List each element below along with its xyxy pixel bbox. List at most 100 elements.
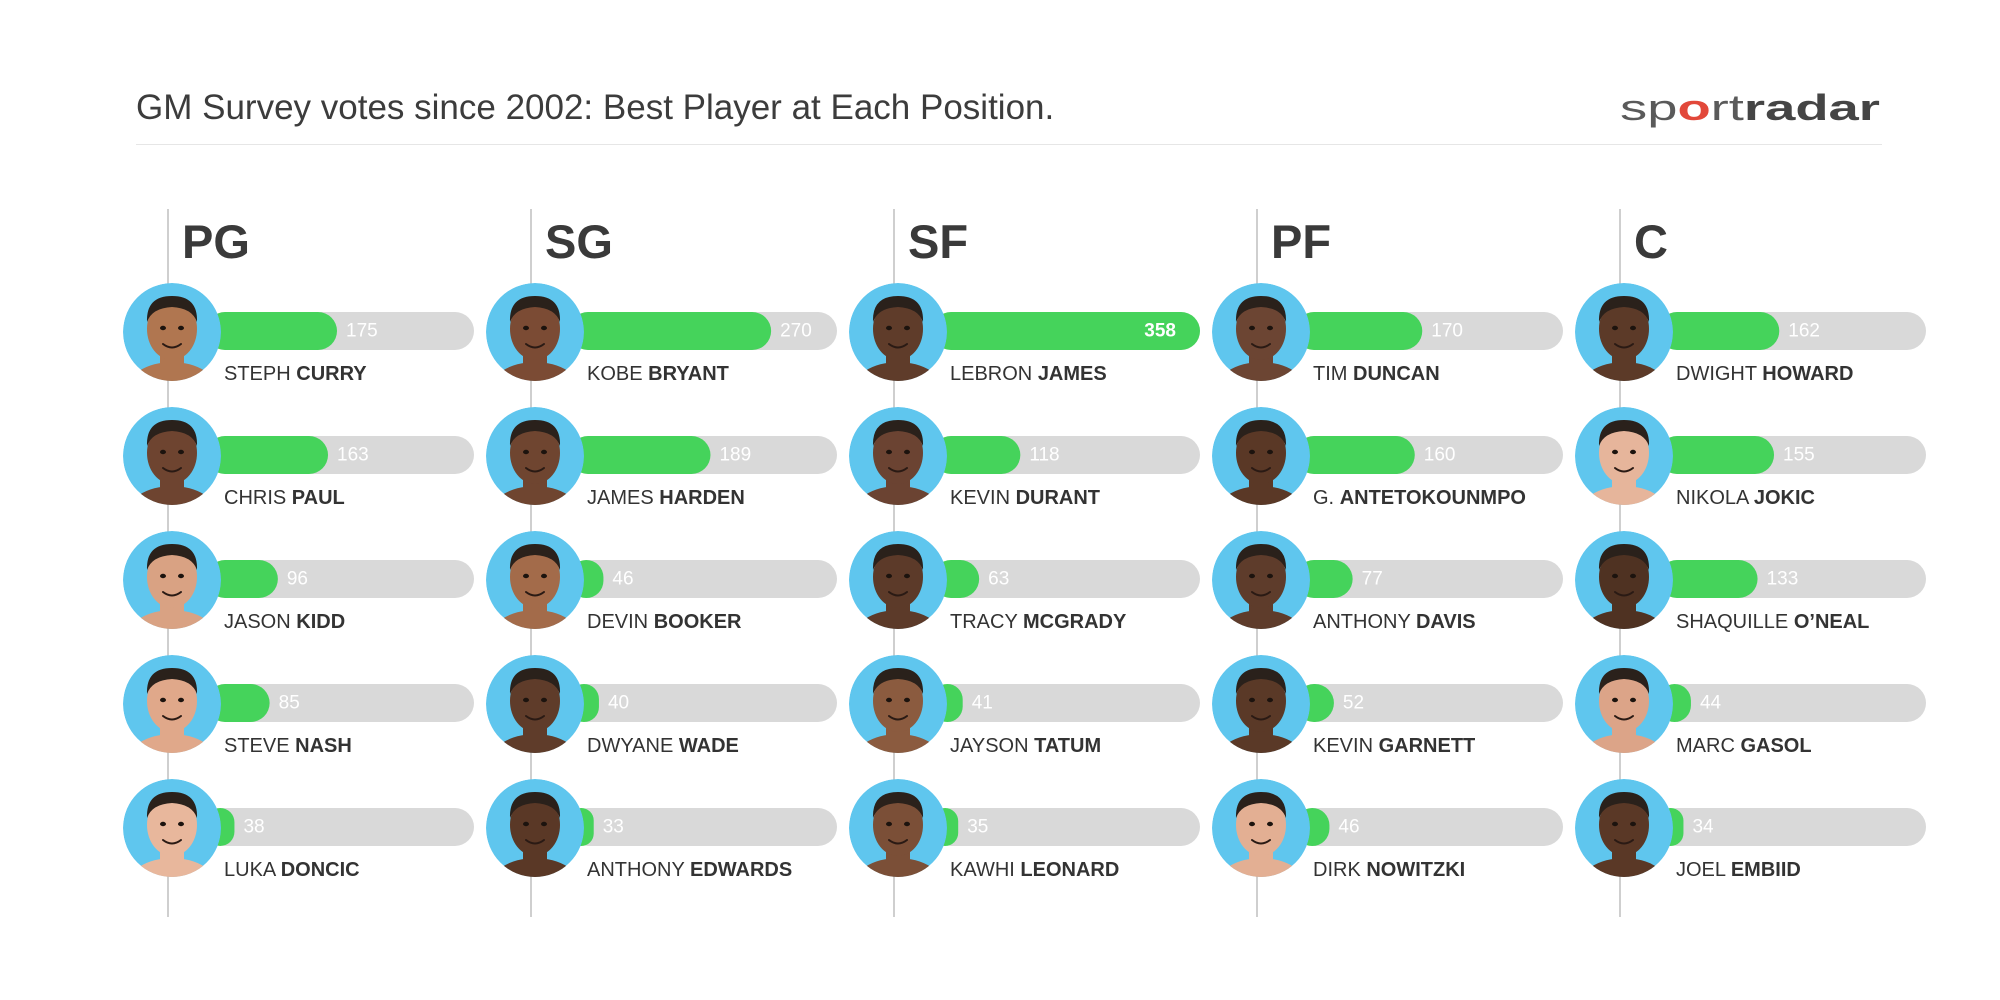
player-head	[1236, 422, 1286, 484]
player-hair	[1235, 792, 1287, 818]
player-hair	[1598, 544, 1650, 570]
player-row: 155 NIKOLA JOKIC	[1575, 407, 1926, 509]
player-head	[147, 422, 197, 484]
player-eye	[904, 821, 910, 827]
bar-fill	[932, 436, 1021, 474]
player-name: CHRIS PAUL	[224, 487, 345, 509]
page-title: GM Survey votes since 2002: Best Player …	[136, 88, 1055, 127]
player-eye	[886, 449, 892, 455]
position-header: SF	[908, 215, 968, 268]
player-first-name: STEPH	[224, 363, 291, 385]
player-hair	[509, 792, 561, 818]
player-eye	[1267, 821, 1273, 827]
player-eye	[1249, 325, 1255, 331]
player-head	[510, 298, 560, 360]
player-last-name: MCGRADY	[1023, 611, 1127, 633]
player-avatar	[849, 283, 947, 381]
player-eye	[1249, 449, 1255, 455]
player-last-name: WADE	[679, 735, 739, 757]
player-mouth	[888, 343, 908, 349]
player-avatar	[1575, 407, 1673, 505]
bar-fill	[569, 436, 711, 474]
player-head	[510, 546, 560, 608]
logo-wordmark: sp o rt radar	[1620, 87, 1880, 128]
player-head	[1599, 422, 1649, 484]
player-first-name: STEVE	[224, 735, 290, 757]
player-row: 270 KOBE BRYANT	[486, 283, 837, 385]
player-first-name: ANTHONY	[587, 859, 684, 881]
player-last-name: JAMES	[1038, 363, 1107, 385]
player-eye	[904, 697, 910, 703]
player-last-name: DONCIC	[281, 859, 360, 881]
bar-fill	[932, 312, 1200, 350]
player-first-name: LEBRON	[950, 363, 1032, 385]
player-eye	[1249, 821, 1255, 827]
vote-label: 38	[243, 817, 264, 838]
player-hair	[146, 420, 198, 446]
player-row: 160 G. ANTETOKOUNMPO	[1212, 407, 1563, 509]
player-hair	[872, 420, 924, 446]
player-avatar	[486, 779, 584, 877]
player-avatar	[1575, 531, 1673, 629]
vote-label: 35	[967, 817, 988, 838]
player-name: LUKA DONCIC	[224, 859, 360, 881]
player-eye	[160, 573, 166, 579]
vote-label: 63	[988, 569, 1009, 590]
player-hair	[509, 668, 561, 694]
position-header: SG	[545, 215, 613, 268]
player-row: 38 LUKA DONCIC	[123, 779, 474, 881]
vote-label: 118	[1029, 445, 1059, 466]
player-mouth	[162, 591, 182, 597]
vote-label: 358	[1144, 321, 1176, 342]
column-pg: PG 175 STEPH CURRY 163 CHRIS PAUL 96 JASON KID…	[123, 209, 474, 917]
player-mouth	[162, 839, 182, 845]
player-eye	[178, 573, 184, 579]
player-mouth	[1251, 591, 1271, 597]
player-avatar	[1575, 655, 1673, 753]
player-mouth	[525, 343, 545, 349]
player-eye	[1612, 573, 1618, 579]
player-eye	[1267, 449, 1273, 455]
player-last-name: DURANT	[1016, 487, 1100, 509]
player-eye	[1249, 697, 1255, 703]
player-avatar	[486, 407, 584, 505]
player-name: LEBRON JAMES	[950, 363, 1107, 385]
player-first-name: DEVIN	[587, 611, 648, 633]
player-last-name: TATUM	[1034, 735, 1101, 757]
player-row: 163 CHRIS PAUL	[123, 407, 474, 509]
player-name: TRACY MCGRADY	[950, 611, 1127, 633]
player-row: 77 ANTHONY DAVIS	[1212, 531, 1563, 633]
player-avatar	[849, 407, 947, 505]
player-head	[1599, 794, 1649, 856]
sportradar-logo: sp o rt radar	[1620, 87, 1880, 128]
bar-track	[1295, 684, 1563, 722]
player-head	[147, 298, 197, 360]
player-first-name: DIRK	[1313, 859, 1361, 881]
player-last-name: EMBIID	[1731, 859, 1801, 881]
player-avatar	[486, 655, 584, 753]
logo-text-rt: rt	[1711, 87, 1744, 128]
player-hair	[872, 296, 924, 322]
vote-label: 163	[337, 445, 369, 466]
player-eye	[541, 573, 547, 579]
bar-fill	[1658, 560, 1758, 598]
player-name: STEVE NASH	[224, 735, 352, 757]
player-head	[1236, 794, 1286, 856]
player-hair	[509, 420, 561, 446]
player-first-name: DWIGHT	[1676, 363, 1757, 385]
player-hair	[146, 296, 198, 322]
bar-fill	[206, 684, 270, 722]
bar-track	[569, 560, 837, 598]
player-hair	[509, 544, 561, 570]
column-c: C 162 DWIGHT HOWARD 155 NIKOLA JOKIC 133 SHAQU…	[1575, 209, 1926, 917]
player-eye	[160, 821, 166, 827]
player-avatar	[1212, 407, 1310, 505]
player-first-name: KOBE	[587, 363, 643, 385]
player-hair	[509, 296, 561, 322]
player-mouth	[1251, 715, 1271, 721]
player-name: DIRK NOWITZKI	[1313, 859, 1465, 881]
player-head	[1599, 298, 1649, 360]
bar-fill	[1295, 312, 1423, 350]
player-name: G. ANTETOKOUNMPO	[1313, 487, 1526, 509]
column-pf: PF 170 TIM DUNCAN 160 G. ANTETOKOUNMPO 77 ANTH…	[1212, 209, 1563, 917]
